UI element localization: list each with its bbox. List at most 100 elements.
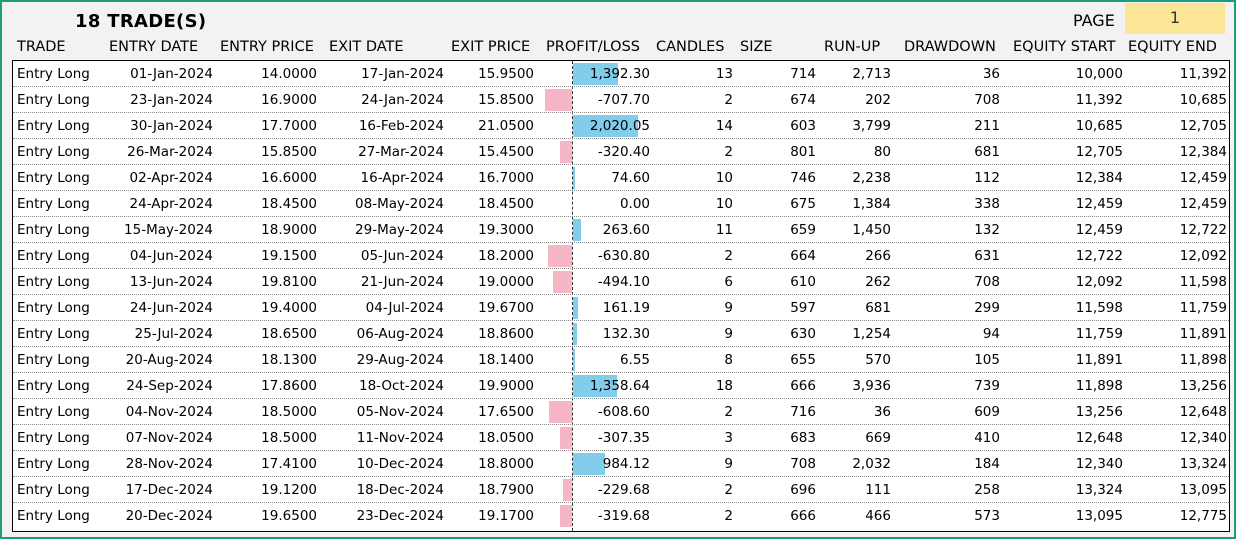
cell-run-up: 1,450 <box>852 222 891 238</box>
cell-drawdown: 258 <box>974 482 1000 498</box>
cell-profit-loss: 1,392.30 <box>589 66 650 82</box>
cell-candles: 11 <box>715 222 733 238</box>
cell-exit-price: 21.0500 <box>478 118 534 134</box>
cell-exit-price: 15.9500 <box>478 66 534 82</box>
table-row: Entry Long 15-May-2024 18.9000 29-May-2024 1… <box>13 217 1229 243</box>
cell-trade: Entry Long <box>17 118 90 134</box>
cell-run-up: 1,384 <box>852 196 891 212</box>
cell-trade: Entry Long <box>17 222 90 238</box>
cell-exit-price: 18.0500 <box>478 430 534 446</box>
cell-size: 675 <box>790 196 816 212</box>
loss-bar <box>545 89 572 111</box>
profit-bar <box>573 453 605 475</box>
cell-candles: 8 <box>724 352 733 368</box>
cell-exit-date: 05-Nov-2024 <box>356 404 444 420</box>
cell-candles: 3 <box>724 430 733 446</box>
cell-equity-end: 11,891 <box>1179 326 1227 342</box>
cell-entry-price: 17.8600 <box>261 378 317 394</box>
cell-equity-start: 10,685 <box>1075 118 1123 134</box>
cell-equity-start: 13,256 <box>1075 404 1123 420</box>
cell-drawdown: 94 <box>982 326 1000 342</box>
cell-entry-date: 30-Jan-2024 <box>130 118 213 134</box>
cell-run-up: 570 <box>865 352 891 368</box>
cell-entry-date: 15-May-2024 <box>124 222 213 238</box>
cell-profit-loss: 132.30 <box>602 326 650 342</box>
table-row: Entry Long 02-Apr-2024 16.6000 16-Apr-2024 1… <box>13 165 1229 191</box>
cell-profit-loss: -319.68 <box>597 508 650 524</box>
cell-exit-date: 29-Aug-2024 <box>356 352 444 368</box>
cell-run-up: 111 <box>865 482 891 498</box>
cell-trade: Entry Long <box>17 274 90 290</box>
table-row: Entry Long 04-Jun-2024 19.1500 05-Jun-2024 1… <box>13 243 1229 269</box>
cell-profit-loss: 0.00 <box>619 196 650 212</box>
cell-candles: 9 <box>724 326 733 342</box>
table-row: Entry Long 23-Jan-2024 16.9000 24-Jan-2024 1… <box>13 87 1229 113</box>
cell-exit-price: 18.7900 <box>478 482 534 498</box>
cell-run-up: 80 <box>873 144 891 160</box>
cell-exit-date: 05-Jun-2024 <box>360 248 444 264</box>
cell-entry-date: 02-Apr-2024 <box>129 170 213 186</box>
cell-equity-end: 11,759 <box>1179 300 1227 316</box>
cell-entry-date: 01-Jan-2024 <box>130 66 213 82</box>
cell-size: 666 <box>790 508 816 524</box>
cell-candles: 2 <box>724 404 733 420</box>
col-header-exit-price: EXIT PRICE <box>451 39 531 55</box>
cell-entry-date: 04-Jun-2024 <box>129 248 213 264</box>
cell-drawdown: 132 <box>974 222 1000 238</box>
cell-drawdown: 739 <box>974 378 1000 394</box>
profit-bar <box>573 219 582 241</box>
cell-entry-date: 23-Jan-2024 <box>130 92 213 108</box>
cell-candles: 2 <box>724 144 733 160</box>
cell-size: 696 <box>790 482 816 498</box>
cell-entry-date: 26-Mar-2024 <box>127 144 213 160</box>
col-header-equity-end: EQUITY END <box>1128 39 1217 55</box>
cell-exit-date: 16-Feb-2024 <box>358 118 444 134</box>
col-header-exit-date: EXIT DATE <box>329 39 404 55</box>
cell-candles: 2 <box>724 248 733 264</box>
cell-size: 603 <box>790 118 816 134</box>
cell-exit-date: 10-Dec-2024 <box>356 456 444 472</box>
table-row: Entry Long 24-Apr-2024 18.4500 08-May-2024 1… <box>13 191 1229 217</box>
cell-trade: Entry Long <box>17 482 90 498</box>
cell-trade: Entry Long <box>17 430 90 446</box>
cell-equity-start: 11,759 <box>1075 326 1123 342</box>
cell-exit-price: 19.0000 <box>478 274 534 290</box>
cell-exit-price: 19.6700 <box>478 300 534 316</box>
table-row: Entry Long 25-Jul-2024 18.6500 06-Aug-2024 1… <box>13 321 1229 347</box>
cell-exit-date: 23-Dec-2024 <box>356 508 444 524</box>
cell-equity-end: 13,256 <box>1179 378 1227 394</box>
table-row: Entry Long 20-Aug-2024 18.1300 29-Aug-2024 1… <box>13 347 1229 373</box>
cell-run-up: 681 <box>865 300 891 316</box>
cell-size: 666 <box>790 378 816 394</box>
cell-exit-price: 18.8600 <box>478 326 534 342</box>
table-row: Entry Long 04-Nov-2024 18.5000 05-Nov-2024 1… <box>13 399 1229 425</box>
cell-exit-price: 19.1700 <box>478 508 534 524</box>
cell-run-up: 1,254 <box>852 326 891 342</box>
col-header-entry-price: ENTRY PRICE <box>220 39 314 55</box>
cell-size: 659 <box>790 222 816 238</box>
cell-size: 716 <box>790 404 816 420</box>
page-number-field[interactable]: 1 <box>1125 3 1225 34</box>
cell-exit-date: 11-Nov-2024 <box>356 430 444 446</box>
cell-equity-start: 13,095 <box>1075 508 1123 524</box>
loss-bar <box>548 401 572 423</box>
cell-exit-price: 15.4500 <box>478 144 534 160</box>
cell-exit-date: 17-Jan-2024 <box>361 66 444 82</box>
cell-profit-loss: 74.60 <box>611 170 650 186</box>
cell-drawdown: 708 <box>974 92 1000 108</box>
cell-trade: Entry Long <box>17 66 90 82</box>
cell-trade: Entry Long <box>17 196 90 212</box>
cell-exit-price: 15.8500 <box>478 92 534 108</box>
cell-equity-end: 12,648 <box>1179 404 1227 420</box>
cell-exit-price: 18.2000 <box>478 248 534 264</box>
cell-profit-loss: 1,358.64 <box>589 378 650 394</box>
cell-entry-date: 07-Nov-2024 <box>125 430 213 446</box>
cell-equity-start: 12,459 <box>1075 222 1123 238</box>
cell-entry-price: 16.6000 <box>261 170 317 186</box>
cell-profit-loss: 2,020.05 <box>589 118 650 134</box>
cell-run-up: 262 <box>865 274 891 290</box>
cell-size: 708 <box>790 456 816 472</box>
profit-bar <box>573 297 579 319</box>
cell-run-up: 2,238 <box>852 170 891 186</box>
cell-equity-start: 12,092 <box>1075 274 1123 290</box>
